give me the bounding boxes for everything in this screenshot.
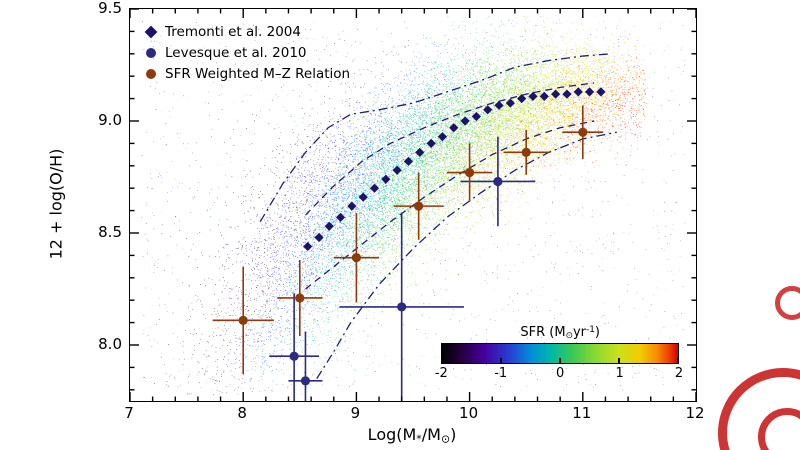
colorbar-tick xyxy=(500,357,502,363)
colorbar-tick-labels: -2 -1 0 1 2 xyxy=(435,365,683,381)
y-tick-label: 8.0 xyxy=(98,335,122,353)
x-tick-label: 10 xyxy=(459,404,479,422)
legend-item-sfr-weighted: SFR Weighted M–Z Relation xyxy=(146,63,350,84)
colorbar-tick-label: 0 xyxy=(556,365,565,381)
colorbar-tick xyxy=(677,357,679,363)
watermark-ring-icon xyxy=(775,286,800,320)
colorbar-tick xyxy=(618,357,620,363)
colorbar-tick-label: -1 xyxy=(494,365,508,381)
x-tick-label: 9 xyxy=(350,404,361,422)
y-axis-label: 12 + log(O/H) xyxy=(46,148,66,260)
x-axis-label: Log(M*/M⊙) xyxy=(367,425,457,446)
colorbar-tick-label: 2 xyxy=(674,365,684,381)
colorbar: SFR (M⊙yr-1) -2 -1 0 1 2 xyxy=(435,324,683,381)
circle-marker-icon xyxy=(146,47,156,58)
y-tick-label: 9.5 xyxy=(98,0,122,17)
legend: Tremonti et al. 2004 Levesque et al. 201… xyxy=(144,21,350,84)
colorbar-tick xyxy=(441,357,443,363)
colorbar-gradient xyxy=(441,342,680,364)
legend-label: Levesque et al. 2010 xyxy=(165,44,307,61)
y-tick-label: 9.0 xyxy=(98,111,122,129)
watermark-ring-icon xyxy=(718,368,800,450)
legend-label: SFR Weighted M–Z Relation xyxy=(165,65,351,82)
diamond-marker-icon xyxy=(144,25,158,38)
x-tick-label: 7 xyxy=(124,404,134,422)
scatter-canvas xyxy=(130,9,696,401)
x-tick-label: 12 xyxy=(685,404,705,422)
legend-item-tremonti: Tremonti et al. 2004 xyxy=(144,21,350,42)
plot-area: Tremonti et al. 2004 Levesque et al. 201… xyxy=(129,8,697,402)
colorbar-tick xyxy=(559,357,561,363)
y-tick-label: 8.5 xyxy=(98,223,122,241)
x-tick-label: 11 xyxy=(572,404,592,422)
colorbar-tick-label: 1 xyxy=(615,365,624,381)
legend-item-levesque: Levesque et al. 2010 xyxy=(146,42,350,63)
colorbar-tick-label: -2 xyxy=(434,365,448,381)
watermark-logo xyxy=(705,355,800,450)
watermark-ring-icon xyxy=(758,408,800,450)
circle-marker-icon xyxy=(146,68,156,79)
colorbar-title: SFR (M⊙yr-1) xyxy=(520,324,600,341)
legend-label: Tremonti et al. 2004 xyxy=(165,23,301,40)
x-tick-label: 8 xyxy=(237,404,247,422)
